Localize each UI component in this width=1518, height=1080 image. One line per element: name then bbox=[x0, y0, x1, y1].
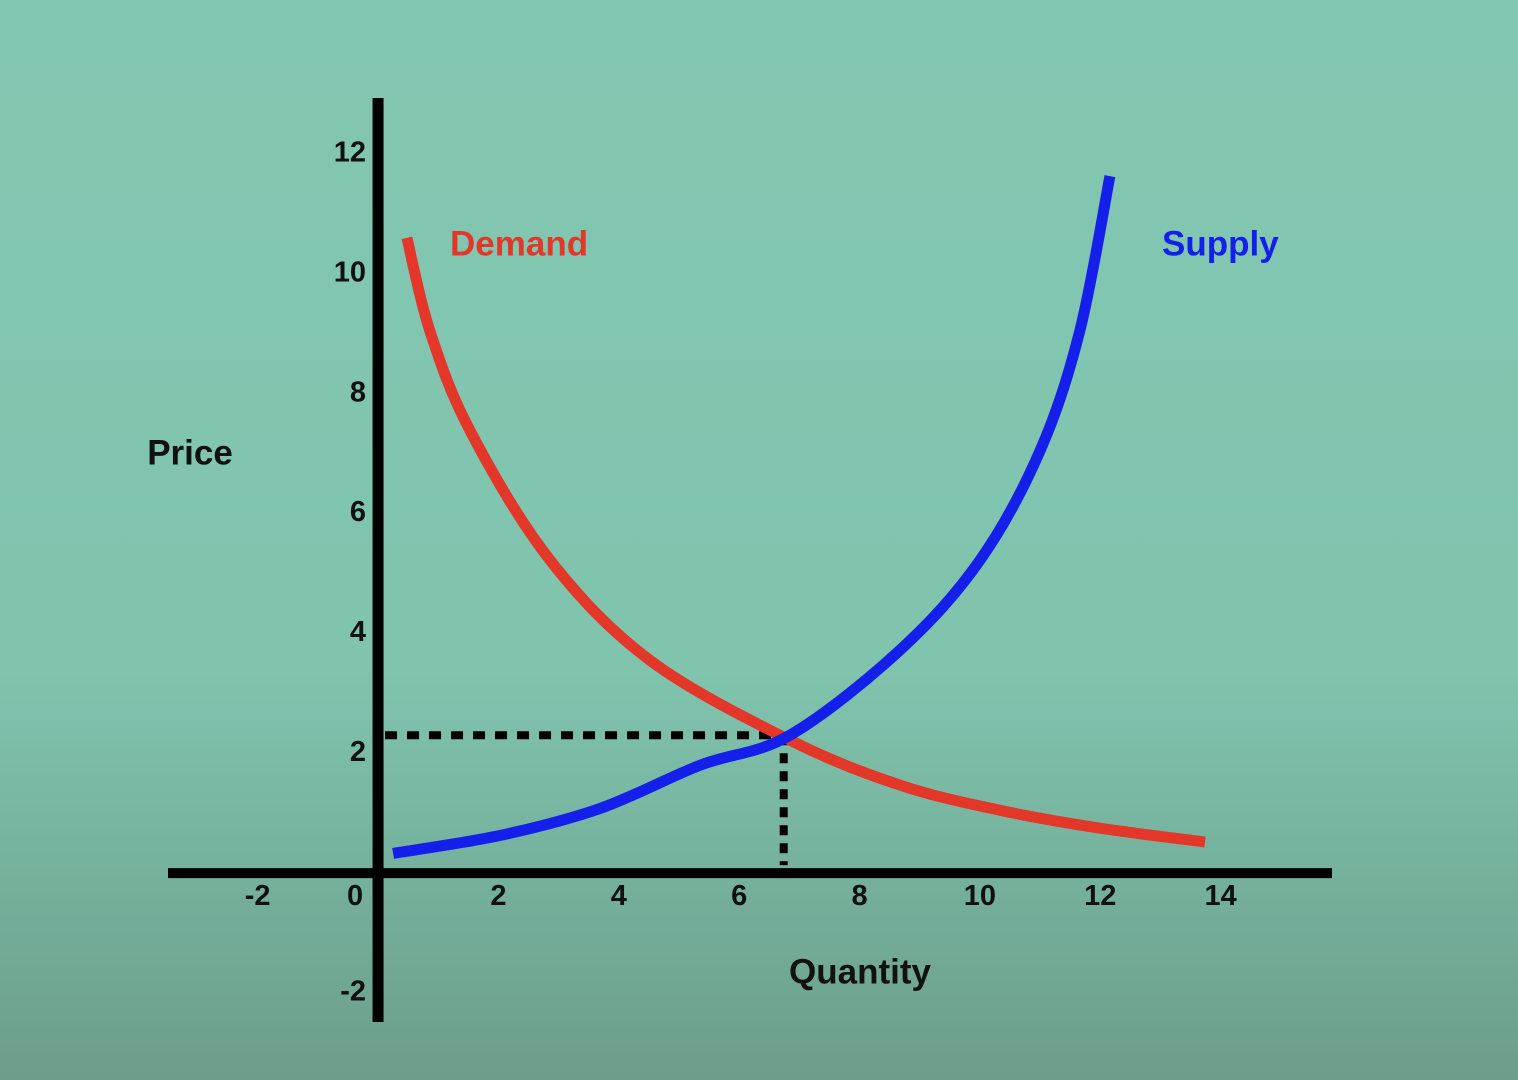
y-tick-label: -2 bbox=[340, 976, 366, 1008]
y-axis-label: Price bbox=[147, 433, 233, 472]
x-tick-label: 6 bbox=[731, 880, 747, 912]
y-tick-label: 8 bbox=[350, 376, 366, 408]
x-tick-label: 12 bbox=[1084, 880, 1116, 912]
y-tick-label: 4 bbox=[350, 616, 366, 648]
x-tick-label: 0 bbox=[347, 880, 363, 912]
x-tick-label: 4 bbox=[611, 880, 627, 912]
x-axis-label: Quantity bbox=[789, 952, 931, 991]
series-label: Supply bbox=[1162, 224, 1279, 263]
y-tick-label: 10 bbox=[334, 256, 366, 288]
x-tick-label: 8 bbox=[851, 880, 867, 912]
x-tick-label: -2 bbox=[245, 880, 271, 912]
series-label: Demand bbox=[450, 224, 588, 263]
series-line bbox=[392, 175, 1116, 859]
series-line bbox=[401, 236, 1206, 848]
y-tick-label: 6 bbox=[350, 496, 366, 528]
x-tick-label: 14 bbox=[1205, 880, 1237, 912]
y-tick-label: 2 bbox=[350, 736, 366, 768]
x-tick-label: 10 bbox=[964, 880, 996, 912]
y-tick-label: 12 bbox=[334, 137, 366, 169]
x-tick-label: 2 bbox=[490, 880, 506, 912]
